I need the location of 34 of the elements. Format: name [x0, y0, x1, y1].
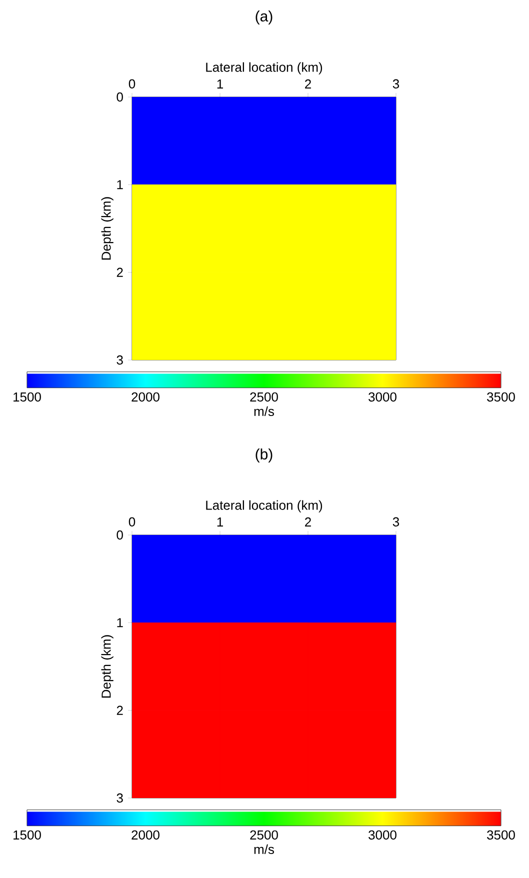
- color-bar-label: 1500: [14, 830, 41, 840]
- x-axis-title: Lateral location (km): [206, 500, 322, 512]
- y-tick-label: 2: [116, 706, 123, 715]
- x-tick-label: 2: [305, 79, 311, 88]
- y-tick-label: 3: [116, 793, 123, 803]
- y-tick-label: 0: [116, 92, 123, 102]
- chart-title: (b): [256, 448, 272, 462]
- color-bar-label: 2000: [132, 830, 160, 840]
- color-bar-label: 3500: [487, 830, 515, 840]
- x-tick-label: 0: [128, 79, 136, 88]
- x-tick-label: 0: [128, 517, 136, 526]
- color-bar-label: 1500: [14, 392, 41, 402]
- y-tick-label: 1: [117, 180, 123, 190]
- y-axis-title: Depth (km): [101, 197, 114, 260]
- x-tick-label: 1: [217, 518, 223, 526]
- y-tick-label: 3: [116, 355, 123, 365]
- y-tick-label: 2: [116, 268, 123, 277]
- color-bar-label: 3000: [368, 392, 396, 402]
- color-bar-title: m/s: [254, 844, 274, 854]
- y-axis-title: Depth (km): [101, 635, 114, 698]
- x-tick-label: 1: [217, 80, 223, 88]
- color-bar-label: 2500: [250, 830, 278, 840]
- x-axis-title: Lateral location (km): [206, 62, 322, 74]
- x-tick-label: 2: [305, 517, 311, 526]
- color-bar-label: 2000: [132, 392, 160, 402]
- color-bar-label: 3000: [368, 830, 396, 840]
- y-tick-label: 1: [117, 618, 123, 628]
- y-tick-label: 0: [116, 530, 123, 540]
- color-bar-title: m/s: [254, 406, 274, 416]
- x-tick-label: 3: [392, 517, 400, 526]
- color-bar-label: 3500: [487, 392, 515, 402]
- chart-title: (a): [256, 10, 272, 24]
- x-tick-label: 3: [392, 79, 400, 88]
- color-bar-label: 2500: [250, 392, 278, 402]
